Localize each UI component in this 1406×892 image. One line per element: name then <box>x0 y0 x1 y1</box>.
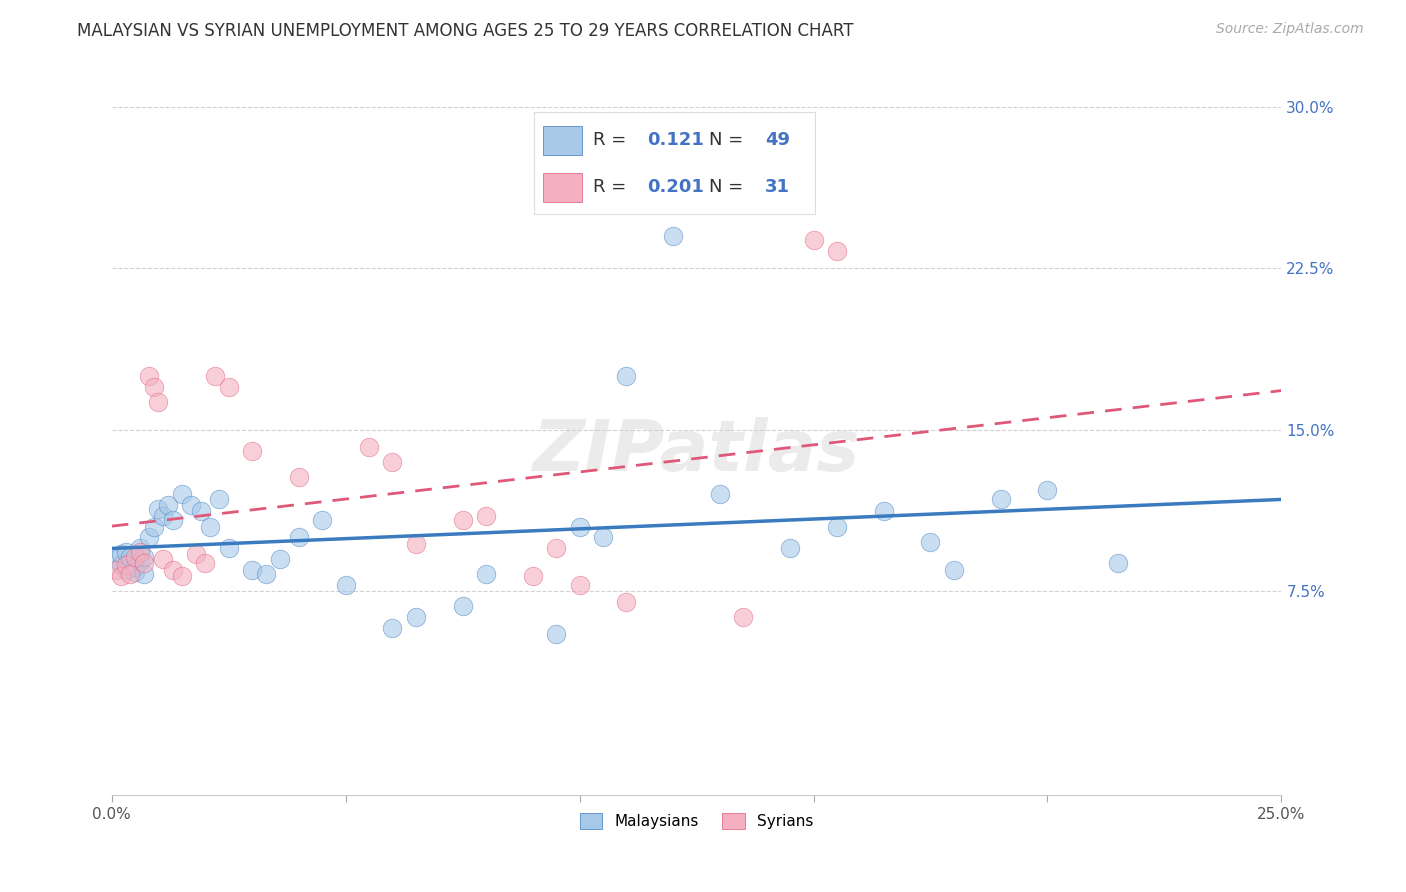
Point <box>709 487 731 501</box>
Point <box>124 560 146 574</box>
Point <box>405 610 427 624</box>
Point <box>142 380 165 394</box>
Point <box>124 549 146 564</box>
Point <box>170 569 193 583</box>
Point <box>190 504 212 518</box>
Point <box>180 498 202 512</box>
Point <box>148 394 170 409</box>
Point <box>110 548 132 562</box>
Text: 0.201: 0.201 <box>647 178 703 196</box>
Point <box>825 519 848 533</box>
Point <box>381 455 404 469</box>
Text: Source: ZipAtlas.com: Source: ZipAtlas.com <box>1216 22 1364 37</box>
Text: 31: 31 <box>765 178 790 196</box>
Legend: Malaysians, Syrians: Malaysians, Syrians <box>574 807 820 835</box>
Point <box>614 368 637 383</box>
Point <box>204 368 226 383</box>
Point <box>134 566 156 581</box>
Point <box>662 229 685 244</box>
Point <box>142 519 165 533</box>
Point <box>114 562 136 576</box>
Point <box>475 508 498 523</box>
Text: R =: R = <box>593 131 633 149</box>
Point <box>451 599 474 613</box>
Point <box>269 551 291 566</box>
Point <box>134 556 156 570</box>
Point <box>475 566 498 581</box>
Point <box>128 541 150 555</box>
Point <box>120 566 142 581</box>
Point <box>592 530 614 544</box>
Point <box>162 513 184 527</box>
Point <box>288 470 311 484</box>
Point <box>733 610 755 624</box>
Point <box>942 562 965 576</box>
FancyBboxPatch shape <box>543 173 582 202</box>
Text: N =: N = <box>709 178 748 196</box>
Point <box>288 530 311 544</box>
Point <box>120 549 142 564</box>
Point <box>208 491 231 506</box>
Point <box>184 548 207 562</box>
Text: 49: 49 <box>765 131 790 149</box>
Point <box>198 519 221 533</box>
Point <box>114 558 136 573</box>
Point <box>110 569 132 583</box>
Point <box>568 577 591 591</box>
Point <box>240 562 263 576</box>
Point <box>779 541 801 555</box>
Point <box>128 554 150 568</box>
Point <box>522 569 544 583</box>
Point <box>124 565 146 579</box>
Text: 0.121: 0.121 <box>647 131 703 149</box>
Point <box>1036 483 1059 497</box>
Point <box>311 513 333 527</box>
FancyBboxPatch shape <box>543 126 582 154</box>
Point <box>381 621 404 635</box>
Point <box>194 556 217 570</box>
Point <box>803 234 825 248</box>
Point <box>825 244 848 259</box>
Point <box>105 551 128 566</box>
Point <box>156 498 179 512</box>
Point <box>546 627 568 641</box>
Point <box>546 541 568 555</box>
Point <box>254 566 277 581</box>
Point <box>357 440 380 454</box>
Point <box>148 502 170 516</box>
Point <box>873 504 896 518</box>
Point <box>1107 556 1129 570</box>
Text: MALAYSIAN VS SYRIAN UNEMPLOYMENT AMONG AGES 25 TO 29 YEARS CORRELATION CHART: MALAYSIAN VS SYRIAN UNEMPLOYMENT AMONG A… <box>77 22 853 40</box>
Point <box>138 530 160 544</box>
Point <box>138 368 160 383</box>
Point <box>451 513 474 527</box>
Point <box>218 541 240 555</box>
Point <box>128 545 150 559</box>
Text: ZIPatlas: ZIPatlas <box>533 417 860 486</box>
Point <box>240 444 263 458</box>
Point <box>152 508 174 523</box>
Point <box>920 534 942 549</box>
Point <box>218 380 240 394</box>
Point <box>162 562 184 576</box>
Text: R =: R = <box>593 178 633 196</box>
Point <box>568 519 591 533</box>
Point <box>134 549 156 564</box>
Point <box>335 577 357 591</box>
Point <box>120 556 142 570</box>
Point <box>110 558 132 573</box>
Point <box>114 545 136 559</box>
Point <box>170 487 193 501</box>
Point <box>405 537 427 551</box>
Point <box>990 491 1012 506</box>
Point <box>614 595 637 609</box>
Point <box>105 562 128 576</box>
Text: N =: N = <box>709 131 748 149</box>
Point <box>152 551 174 566</box>
